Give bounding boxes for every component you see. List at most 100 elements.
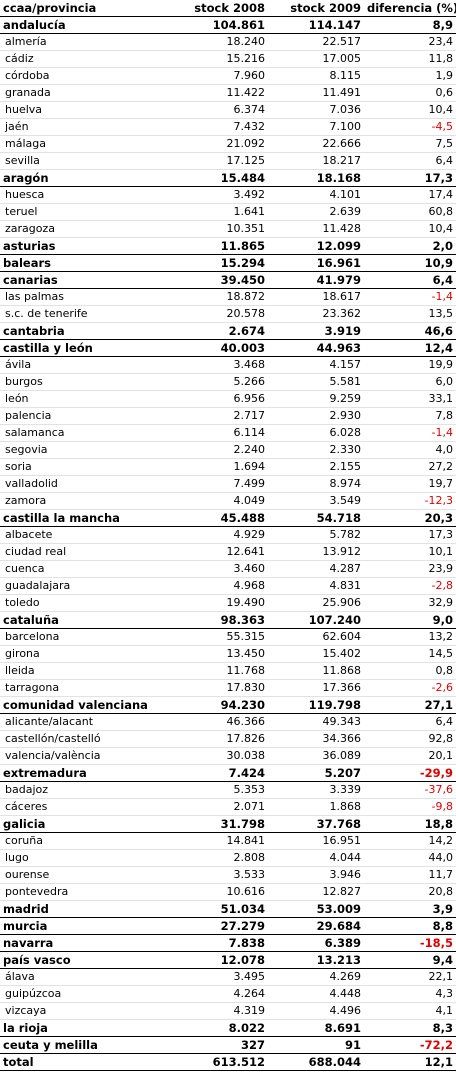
row-name: toledo bbox=[0, 594, 150, 612]
region-row: cataluña 98.363 107.240 9,0 bbox=[0, 611, 456, 629]
row-stock-2009: 5.207 bbox=[268, 764, 364, 782]
row-name: burgos bbox=[0, 373, 150, 391]
row-difference: 20,1 bbox=[364, 747, 456, 765]
row-name: comunidad valenciana bbox=[0, 696, 150, 714]
province-row: las palmas 18.872 18.617 -1,4 bbox=[0, 288, 456, 306]
province-row: huelva 6.374 7.036 10,4 bbox=[0, 101, 456, 119]
row-name: s.c. de tenerife bbox=[0, 305, 150, 323]
row-name: zamora bbox=[0, 492, 150, 510]
row-name: palencia bbox=[0, 407, 150, 425]
row-stock-2009: 7.100 bbox=[268, 118, 364, 136]
province-row: girona 13.450 15.402 14,5 bbox=[0, 645, 456, 663]
row-difference: -29,9 bbox=[364, 764, 456, 782]
province-row: coruña 14.841 16.951 14,2 bbox=[0, 832, 456, 850]
province-row: segovia 2.240 2.330 4,0 bbox=[0, 441, 456, 459]
row-stock-2008: 2.674 bbox=[150, 322, 268, 340]
row-stock-2008: 14.841 bbox=[150, 832, 268, 850]
row-stock-2008: 10.351 bbox=[150, 220, 268, 238]
region-row: cantabria 2.674 3.919 46,6 bbox=[0, 322, 456, 340]
region-row: la rioja 8.022 8.691 8,3 bbox=[0, 1019, 456, 1037]
row-difference: -18,5 bbox=[364, 934, 456, 952]
row-stock-2008: 21.092 bbox=[150, 135, 268, 153]
row-difference: -1,4 bbox=[364, 424, 456, 442]
row-name: girona bbox=[0, 645, 150, 663]
header-difference: diferencia (%) bbox=[364, 0, 456, 17]
row-stock-2009: 13.213 bbox=[268, 951, 364, 969]
row-stock-2009: 4.831 bbox=[268, 577, 364, 595]
row-stock-2008: 94.230 bbox=[150, 696, 268, 714]
row-stock-2008: 11.422 bbox=[150, 84, 268, 102]
province-row: valladolid 7.499 8.974 19,7 bbox=[0, 475, 456, 493]
row-name: lleida bbox=[0, 662, 150, 680]
row-name: valencia/valència bbox=[0, 747, 150, 765]
province-row: salamanca 6.114 6.028 -1,4 bbox=[0, 424, 456, 442]
province-row: soria 1.694 2.155 27,2 bbox=[0, 458, 456, 476]
province-row: león 6.956 9.259 33,1 bbox=[0, 390, 456, 408]
row-stock-2009: 15.402 bbox=[268, 645, 364, 663]
row-name: ceuta y melilla bbox=[0, 1036, 150, 1054]
province-row: guipúzcoa 4.264 4.448 4,3 bbox=[0, 985, 456, 1003]
region-row: castilla la mancha 45.488 54.718 20,3 bbox=[0, 509, 456, 527]
row-difference: -1,4 bbox=[364, 288, 456, 306]
row-name: galicia bbox=[0, 815, 150, 833]
row-name: huesca bbox=[0, 186, 150, 204]
row-stock-2008: 6.956 bbox=[150, 390, 268, 408]
row-stock-2008: 2.240 bbox=[150, 441, 268, 459]
row-difference: 2,0 bbox=[364, 237, 456, 255]
row-difference: 0,8 bbox=[364, 662, 456, 680]
row-stock-2008: 40.003 bbox=[150, 339, 268, 357]
row-difference: 46,6 bbox=[364, 322, 456, 340]
row-stock-2008: 1.641 bbox=[150, 203, 268, 221]
row-stock-2009: 37.768 bbox=[268, 815, 364, 833]
province-row: guadalajara 4.968 4.831 -2,8 bbox=[0, 577, 456, 595]
province-row: alicante/alacant 46.366 49.343 6,4 bbox=[0, 713, 456, 731]
row-name: teruel bbox=[0, 203, 150, 221]
row-stock-2009: 119.798 bbox=[268, 696, 364, 714]
province-row: teruel 1.641 2.639 60,8 bbox=[0, 203, 456, 221]
row-stock-2009: 49.343 bbox=[268, 713, 364, 731]
row-name: león bbox=[0, 390, 150, 408]
province-row: s.c. de tenerife 20.578 23.362 13,5 bbox=[0, 305, 456, 323]
province-row: pontevedra 10.616 12.827 20,8 bbox=[0, 883, 456, 901]
row-difference: 18,8 bbox=[364, 815, 456, 833]
province-row: almería 18.240 22.517 23,4 bbox=[0, 33, 456, 51]
row-stock-2008: 17.125 bbox=[150, 152, 268, 170]
row-difference: -4,5 bbox=[364, 118, 456, 136]
row-name: ciudad real bbox=[0, 543, 150, 561]
row-name: alicante/alacant bbox=[0, 713, 150, 731]
row-name: soria bbox=[0, 458, 150, 476]
table-body: andalucía 104.861 114.147 8,9 almería 18.240 2… bbox=[0, 16, 456, 1071]
row-stock-2009: 8.974 bbox=[268, 475, 364, 493]
row-name: castellón/castelló bbox=[0, 730, 150, 748]
row-difference: 1,9 bbox=[364, 67, 456, 85]
row-difference: 20,3 bbox=[364, 509, 456, 527]
region-row: asturias 11.865 12.099 2,0 bbox=[0, 237, 456, 255]
row-stock-2008: 613.512 bbox=[150, 1053, 268, 1071]
row-difference: 23,9 bbox=[364, 560, 456, 578]
row-difference: 27,1 bbox=[364, 696, 456, 714]
row-stock-2009: 4.496 bbox=[268, 1002, 364, 1020]
row-name: sevilla bbox=[0, 152, 150, 170]
row-stock-2009: 34.366 bbox=[268, 730, 364, 748]
province-row: vizcaya 4.319 4.496 4,1 bbox=[0, 1002, 456, 1020]
row-difference: 17,3 bbox=[364, 526, 456, 544]
row-stock-2009: 29.684 bbox=[268, 917, 364, 935]
region-row: navarra 7.838 6.389 -18,5 bbox=[0, 934, 456, 952]
row-stock-2009: 688.044 bbox=[268, 1053, 364, 1071]
region-row: galicia 31.798 37.768 18,8 bbox=[0, 815, 456, 833]
province-row: álava 3.495 4.269 22,1 bbox=[0, 968, 456, 986]
row-stock-2009: 22.666 bbox=[268, 135, 364, 153]
row-difference: 13,5 bbox=[364, 305, 456, 323]
row-difference: -2,8 bbox=[364, 577, 456, 595]
row-stock-2008: 327 bbox=[150, 1036, 268, 1054]
row-stock-2008: 13.450 bbox=[150, 645, 268, 663]
row-difference: 9,4 bbox=[364, 951, 456, 969]
row-name: pontevedra bbox=[0, 883, 150, 901]
row-stock-2009: 4.157 bbox=[268, 356, 364, 374]
province-row: palencia 2.717 2.930 7,8 bbox=[0, 407, 456, 425]
row-name: almería bbox=[0, 33, 150, 51]
row-difference: 19,9 bbox=[364, 356, 456, 374]
province-row: ciudad real 12.641 13.912 10,1 bbox=[0, 543, 456, 561]
row-stock-2008: 98.363 bbox=[150, 611, 268, 629]
row-name: valladolid bbox=[0, 475, 150, 493]
